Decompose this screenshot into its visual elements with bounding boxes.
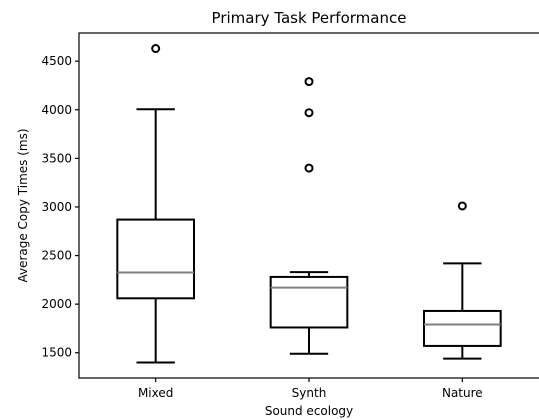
y-tick-label: 4500	[41, 54, 72, 68]
x-axis-label: Sound ecology	[265, 404, 353, 418]
plot-area	[116, 44, 502, 364]
y-axis-ticks: 1500 2000 2500 3000 3500 4000 4500	[41, 54, 79, 360]
y-tick-label: 2500	[41, 249, 72, 263]
iqr-box	[423, 309, 502, 347]
x-tick-label: Mixed	[138, 386, 173, 400]
outlier-point	[457, 201, 467, 211]
y-tick-label: 3500	[41, 151, 72, 165]
y-tick-label: 2000	[41, 297, 72, 311]
y-axis-label: Average Copy Times (ms)	[16, 128, 30, 282]
x-tick-label: Synth	[292, 386, 327, 400]
axes-frame	[78, 32, 539, 379]
y-tick-label: 4000	[41, 103, 72, 117]
outlier-point	[151, 44, 161, 54]
outlier-point	[304, 108, 314, 118]
x-tick-label: Nature	[442, 386, 483, 400]
y-tick-label: 1500	[41, 346, 72, 360]
box-nature	[423, 201, 502, 360]
iqr-box	[116, 218, 195, 300]
x-axis-ticks: Mixed Synth Nature	[138, 378, 483, 400]
outlier-point	[304, 77, 314, 87]
y-tick-label: 3000	[41, 200, 72, 214]
box-mixed	[116, 44, 195, 364]
outlier-point	[304, 163, 314, 173]
iqr-box	[269, 275, 349, 329]
chart-title: Primary Task Performance	[212, 9, 407, 27]
box-synth	[269, 77, 349, 355]
